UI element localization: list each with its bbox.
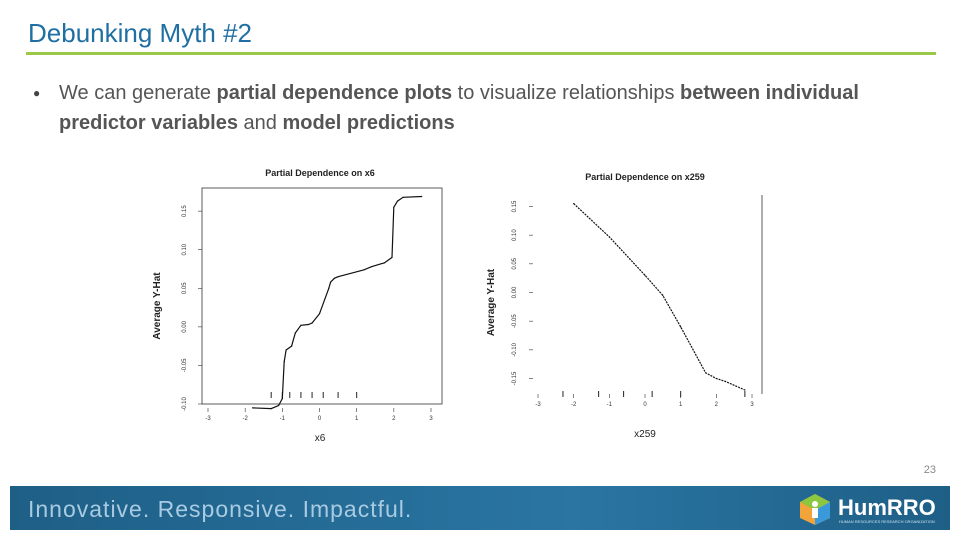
- y-tick-label-1-3: 0.00: [512, 286, 518, 298]
- y-tick-label-1-4: 0.05: [512, 257, 518, 269]
- x-tick-label-0-3: 0: [318, 416, 322, 422]
- data-point-0-0-18: [383, 262, 386, 264]
- data-point-0-0-1: [270, 408, 272, 410]
- data-point-0-0-2: [278, 404, 280, 407]
- x-tick-label-1-1: -2: [571, 402, 577, 408]
- data-point-0-0-10: [311, 322, 313, 324]
- data-point-0-0-3: [281, 398, 283, 400]
- x-tick-label-0-6: 3: [429, 416, 433, 422]
- data-point-0-0-9: [307, 323, 309, 326]
- slide-title: Debunking Myth #2: [28, 18, 253, 48]
- series-line-1-0: [573, 203, 746, 391]
- data-point-0-0-21: [396, 200, 399, 202]
- data-point-0-0-6: [291, 345, 293, 347]
- footer-banner: Innovative. Responsive. Impactful. HumRR…: [10, 486, 950, 530]
- logo-wordmark: HumRRO: [838, 495, 936, 520]
- y-tick-label-0-4: 0.10: [182, 243, 188, 255]
- title-underline: [26, 52, 936, 55]
- humrro-logo: HumRRO HUMAN RESOURCES RESEARCH ORGANIZA…: [796, 492, 946, 526]
- data-point-1-0-7: [724, 380, 726, 382]
- bullet-text-run: and: [237, 112, 283, 134]
- x-axis-label-1: x259: [634, 429, 656, 440]
- y-tick-label-0-3: 0.05: [182, 282, 188, 294]
- data-point-0-0-13: [330, 281, 332, 283]
- x-tick-label-1-4: 1: [679, 402, 683, 408]
- chart-title-1: Partial Dependence on x259: [585, 172, 705, 182]
- data-point-1-0-2: [644, 274, 646, 276]
- y-tick-label-1-2: -0.05: [512, 314, 518, 328]
- y-tick-label-1-0: -0.15: [512, 371, 518, 385]
- bullet-text-bold: model predictions: [282, 112, 455, 134]
- data-point-0-0-19: [391, 256, 393, 259]
- plot-frame-0: [201, 187, 443, 405]
- data-point-1-0-5: [705, 372, 707, 374]
- logo-subtitle: HUMAN RESOURCES RESEARCH ORGANIZATION: [839, 519, 935, 524]
- data-point-0-0-23: [421, 195, 423, 198]
- x-tick-label-0-4: 1: [355, 416, 359, 422]
- y-tick-label-0-2: 0.00: [182, 320, 188, 332]
- y-axis-label-0: Average Y-Hat: [152, 272, 163, 340]
- data-point-0-0-0: [252, 407, 254, 409]
- bullet-text-run: We can generate: [59, 82, 217, 104]
- data-point-0-0-7: [294, 332, 296, 334]
- data-point-1-0-8: [744, 389, 746, 391]
- data-point-0-0-15: [337, 276, 339, 278]
- data-point-0-0-22: [402, 196, 404, 198]
- y-tick-label-0-1: -0.05: [182, 358, 188, 372]
- x-tick-label-1-5: 2: [715, 402, 719, 408]
- y-tick-label-1-6: 0.15: [512, 200, 518, 212]
- data-point-0-0-17: [370, 266, 373, 268]
- data-point-0-0-8: [300, 324, 302, 326]
- footer-tagline: Innovative. Responsive. Impactful.: [28, 496, 413, 522]
- series-line-0-0: [252, 195, 422, 410]
- y-tick-label-0-0: -0.10: [182, 397, 188, 411]
- data-point-1-0-3: [662, 294, 664, 296]
- data-point-0-0-20: [393, 206, 395, 208]
- x-tick-label-0-2: -1: [280, 416, 286, 422]
- x-tick-label-0-5: 2: [392, 416, 396, 422]
- data-point-0-0-14: [333, 277, 335, 279]
- data-point-0-0-5: [285, 349, 287, 351]
- x-tick-label-1-2: -1: [607, 402, 613, 408]
- y-tick-label-1-1: -0.10: [512, 342, 518, 356]
- x-axis-label-0: x6: [315, 433, 326, 444]
- x-tick-label-1-0: -3: [535, 402, 541, 408]
- humrro-logo-icon: [800, 494, 830, 525]
- data-point-1-0-1: [608, 236, 610, 238]
- y-axis-label-1: Average Y-Hat: [486, 268, 497, 336]
- partial-dependence-charts: Partial Dependence on x6 -0.10 -0.05 0.00 0.…: [152, 168, 763, 444]
- data-point-1-0-0: [573, 203, 575, 205]
- bullet-icon: ●: [33, 86, 41, 100]
- x-tick-label-1-3: 0: [643, 402, 647, 408]
- bullet-text-run: to visualize relationships: [452, 82, 681, 104]
- x-tick-label-1-6: 3: [750, 402, 754, 408]
- data-point-0-0-12: [328, 287, 330, 289]
- x-tick-label-0-1: -2: [242, 416, 248, 422]
- data-point-0-0-16: [363, 269, 365, 271]
- data-point-0-0-4: [283, 360, 285, 363]
- chart-title-0: Partial Dependence on x6: [265, 168, 375, 178]
- y-tick-label-0-5: 0.15: [182, 205, 188, 217]
- bullet-text-bold: partial dependence plots: [216, 82, 453, 104]
- bullet-text-bold: between individual predictor variables: [59, 82, 859, 134]
- bullet-text: We can generate partial dependence plots…: [59, 78, 929, 138]
- page-number: 23: [923, 464, 936, 476]
- data-point-0-0-11: [318, 313, 321, 315]
- x-tick-label-0-0: -3: [205, 416, 211, 422]
- data-point-1-0-6: [715, 377, 717, 380]
- y-tick-label-1-5: 0.10: [512, 229, 518, 241]
- data-point-1-0-4: [680, 326, 682, 328]
